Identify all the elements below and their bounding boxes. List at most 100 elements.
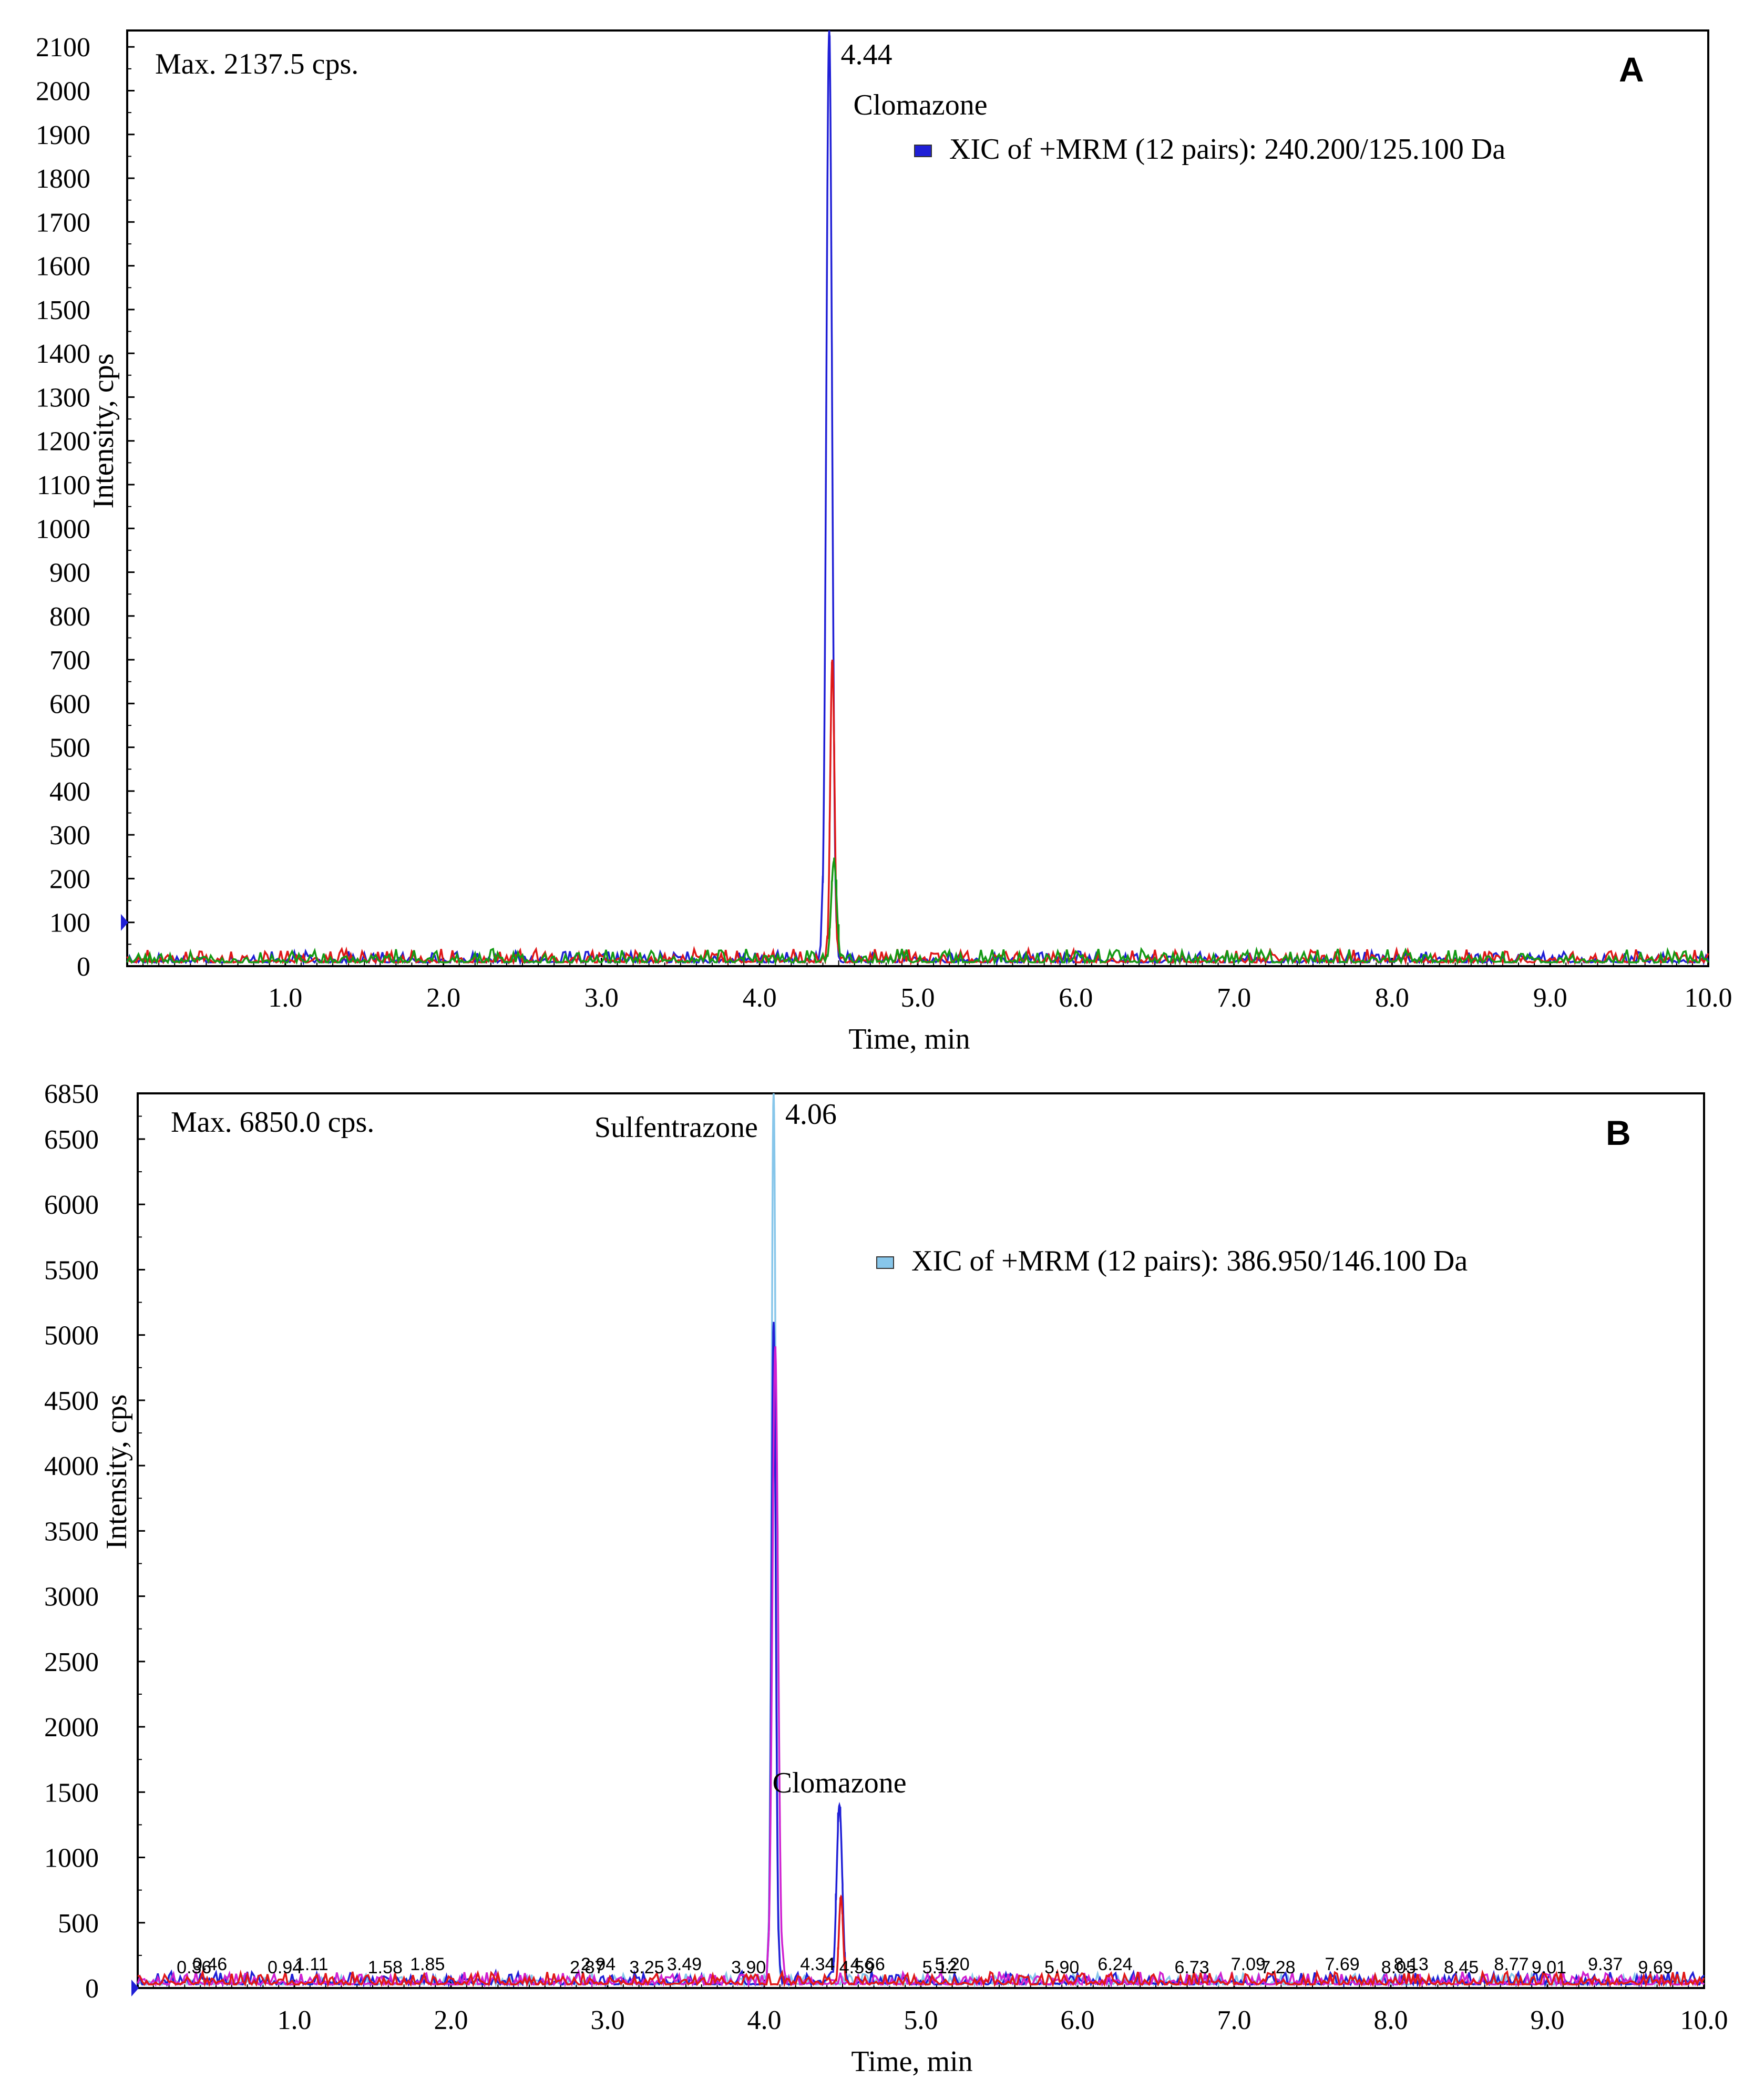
y-tick-label: 1600 [36,252,90,282]
baseline-peak-label: 8.05 [1381,1958,1416,1978]
legend-swatch [876,1256,894,1269]
y-tick-label: 1000 [44,1843,99,1873]
y-tick-label: 100 [49,908,90,938]
y-tick-label: 6500 [44,1125,99,1155]
baseline-peak-label: 6.73 [1174,1958,1209,1978]
y-tick-label: 2000 [36,77,90,107]
x-tick-label: 5.0 [904,2005,938,2035]
baseline-peak-label: 2.87 [570,1958,604,1978]
x-tick-label: 9.0 [1531,2005,1565,2035]
y-tick-label: 0 [85,1974,99,2004]
x-tick-label: 9.0 [1533,983,1567,1013]
y-tick-label: 3000 [44,1582,99,1612]
baseline-peak-label: 4.34 [800,1954,835,1974]
chart-panel-a: 0 100 200 300 400 500 600 700 800 900 1000 1100 1200… [36,29,1732,1056]
y-tick-label: 900 [49,558,90,588]
baseline-peak-label: 5.90 [1044,1958,1079,1978]
x-tick-label: 2.0 [434,2005,468,2035]
axis-marker-icon [121,914,128,931]
y-axis-title: Intensity, cps [87,354,120,509]
series-line-2 [137,1322,1705,1988]
axis-marker-icon [131,1980,139,1996]
y-tick-label: 1000 [36,514,90,544]
y-tick-label: 0 [77,952,90,982]
x-tick-label: 8.0 [1375,983,1409,1013]
series-line-1 [126,30,1709,966]
panel-letter: B [1606,1113,1631,1152]
x-tick-label: 7.0 [1217,983,1251,1013]
y-tick-label: 500 [49,733,90,763]
y-tick-label: 1400 [36,339,90,369]
legend-swatch [914,145,932,157]
x-tick-label: 3.0 [584,983,619,1013]
y-axis-title: Intensity, cps [100,1395,133,1550]
baseline-peak-label: 1.11 [295,1954,329,1974]
peak-annotation: Clomazone [773,1767,907,1799]
series-line-1 [137,1093,1705,1989]
peak-annotation: 4.06 [785,1098,837,1131]
y-tick-label: 4500 [44,1386,99,1416]
y-tick-label: 1500 [36,295,90,325]
baseline-peak-label: 1.58 [368,1958,403,1978]
y-tick-label: 2100 [36,33,90,63]
x-axis-title: Time, min [848,1023,970,1056]
baseline-peak-label: 9.37 [1588,1954,1623,1974]
y-tick-label: 200 [49,864,90,894]
baseline-peak-label: 6.24 [1097,1954,1132,1974]
baseline-peak-label: 0.36 [177,1958,211,1978]
baseline-peak-label: 3.25 [629,1958,664,1978]
y-tick-label: 5000 [44,1321,99,1351]
series-line-4 [137,1894,1705,1988]
series-line-3 [137,1346,1705,1989]
x-tick-label: 10.0 [1680,2005,1728,2035]
y-tick-label: 300 [49,821,90,851]
y-tick-label: 1900 [36,120,90,150]
x-tick-label: 8.0 [1374,2005,1408,2035]
legend-label: XIC of +MRM (12 pairs): 386.950/146.100 … [911,1245,1468,1277]
max-intensity-label: Max. 2137.5 cps. [155,48,358,80]
baseline-peak-label: 9.01 [1532,1958,1566,1978]
x-tick-label: 2.0 [426,983,460,1013]
baseline-peak-label: 7.28 [1260,1958,1295,1978]
baseline-peak-label: 3.49 [667,1954,702,1974]
y-tick-label: 1700 [36,208,90,238]
baseline-peak-label: 0.94 [268,1958,302,1978]
x-axis-title: Time, min [851,2045,972,2078]
baseline-peak-label: 8.77 [1494,1954,1528,1974]
panel-letter: A [1619,50,1644,89]
plot-frame [126,29,1709,967]
y-tick-label: 1800 [36,164,90,194]
baseline-peak-label: 0.46 [192,1954,227,1974]
y-tick-label: 400 [49,777,90,807]
baseline-peak-label: 9.69 [1638,1958,1673,1978]
y-tick-label: 5500 [44,1255,99,1285]
baseline-peak-label: 4.66 [850,1954,885,1974]
chart-panel-b: 0 500 1000 1500 2000 2500 3000 3500 4000 4500 5000… [44,1079,1728,2078]
baseline-peak-label: 5.20 [935,1954,970,1974]
y-tick-label: 1500 [44,1778,99,1808]
peak-annotation: Sulfentrazone [594,1111,758,1144]
y-tick-label: 4000 [44,1451,99,1481]
peak-annotation: 4.44 [841,38,892,71]
x-tick-label: 6.0 [1059,983,1093,1013]
baseline-peak-label: 8.45 [1444,1958,1479,1978]
baseline-peak-label: 2.94 [581,1954,615,1974]
x-tick-label: 4.0 [747,2005,782,2035]
y-tick-label: 3500 [44,1517,99,1546]
baseline-peak-label: 7.69 [1325,1954,1360,1974]
x-tick-label: 10.0 [1685,983,1732,1013]
baseline-peak-label: 4.59 [839,1958,874,1978]
y-tick-label: 1300 [36,383,90,413]
y-tick-label: 6850 [44,1079,99,1109]
y-tick-label: 2000 [44,1713,99,1743]
x-tick-label: 1.0 [278,2005,312,2035]
baseline-peak-label: 1.85 [410,1954,445,1974]
y-tick-label: 1200 [36,427,90,457]
x-tick-label: 5.0 [901,983,935,1013]
y-tick-label: 6000 [44,1190,99,1220]
peak-annotation: Clomazone [854,89,988,121]
x-tick-label: 7.0 [1217,2005,1251,2035]
y-tick-label: 800 [49,602,90,632]
y-tick-label: 700 [49,646,90,675]
